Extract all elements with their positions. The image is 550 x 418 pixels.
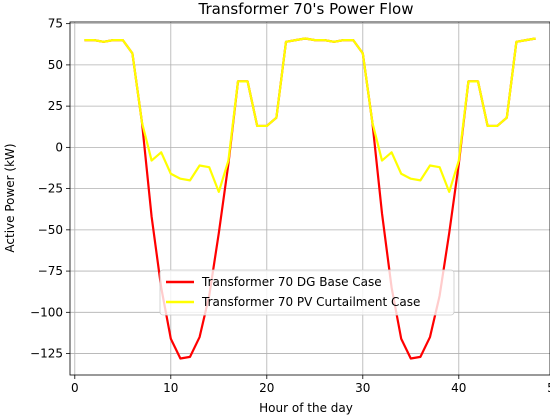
chart-title: Transformer 70's Power Flow <box>198 0 414 18</box>
y-tick-label: −75 <box>38 264 63 278</box>
x-axis: 0 10 20 30 40 50 <box>71 375 550 395</box>
y-tick-label: −25 <box>38 182 63 196</box>
y-tick-label: 25 <box>48 99 63 113</box>
y-tick-label: 0 <box>55 140 63 154</box>
x-tick-label: 20 <box>259 381 274 395</box>
series-line-pv-curtailment-case <box>84 37 536 193</box>
y-tick-label: −50 <box>38 223 63 237</box>
x-tick-label: 10 <box>163 381 178 395</box>
x-tick-label: 30 <box>355 381 370 395</box>
y-axis-label: Active Power (kW) <box>3 143 17 252</box>
y-tick-label: 50 <box>48 58 63 72</box>
y-tick-label: −125 <box>30 347 63 361</box>
x-tick-label: 40 <box>451 381 466 395</box>
plot-frame <box>69 21 550 376</box>
legend-box <box>159 269 455 316</box>
x-axis-label: Hour of the day <box>259 401 353 415</box>
legend-label-pv-curtailment-case: Transformer 70 PV Curtailment Case <box>201 295 420 309</box>
legend-label-dg-base-case: Transformer 70 DG Base Case <box>201 275 382 289</box>
legend: Transformer 70 DG Base Case Transformer … <box>159 269 455 316</box>
y-axis: −125 −100 −75 −50 −25 0 25 50 75 <box>30 17 70 361</box>
grid <box>70 22 550 375</box>
y-tick-label: −100 <box>30 305 63 319</box>
x-tick-label: 0 <box>71 381 79 395</box>
y-tick-label: 75 <box>48 17 63 31</box>
x-tick-label: 50 <box>547 381 550 395</box>
